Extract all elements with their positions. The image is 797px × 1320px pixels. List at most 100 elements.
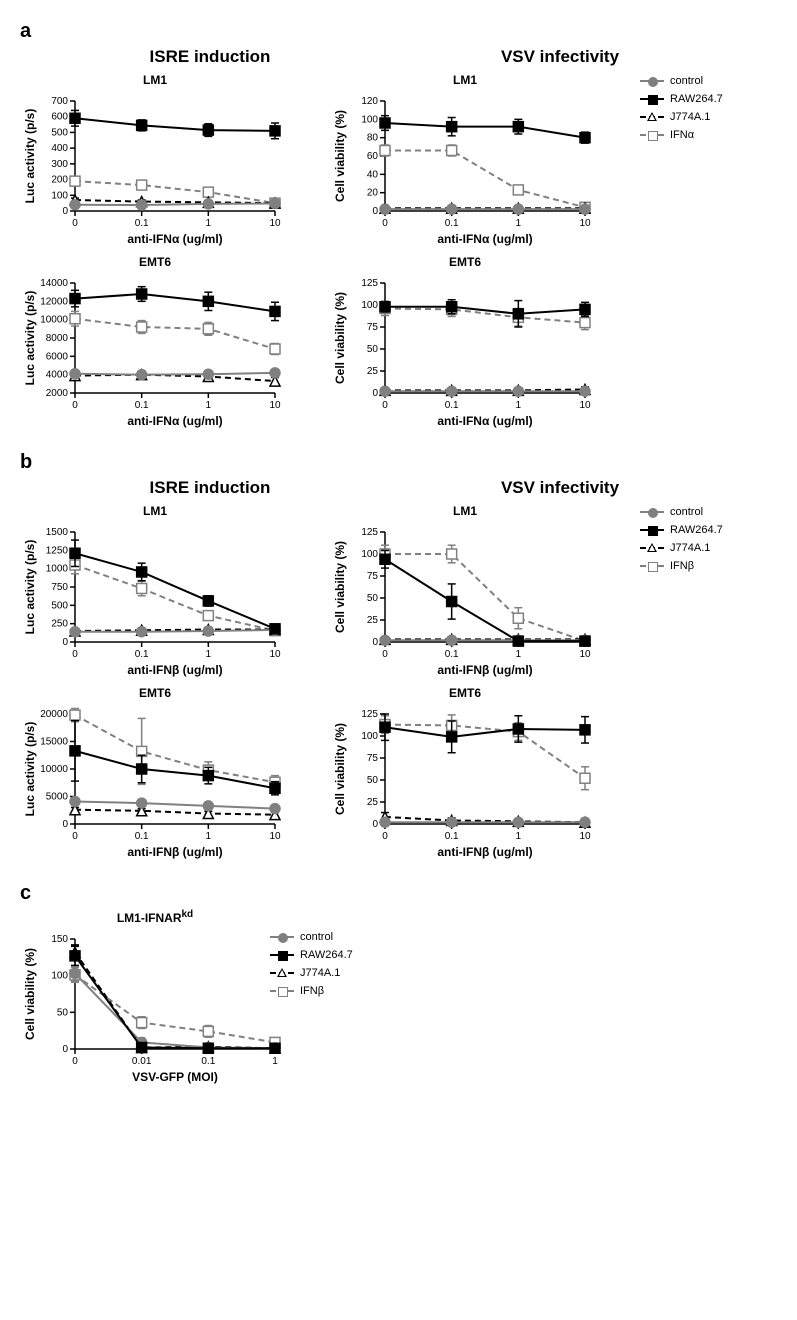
svg-text:10: 10 bbox=[269, 831, 281, 842]
svg-text:0.1: 0.1 bbox=[445, 400, 459, 411]
chart: LM102040608010012000.1110Cell viability … bbox=[330, 73, 600, 249]
svg-text:1: 1 bbox=[516, 218, 522, 229]
legend-item: J774A.1 bbox=[270, 965, 353, 981]
svg-text:75: 75 bbox=[367, 322, 379, 333]
svg-text:0: 0 bbox=[72, 649, 78, 660]
chart-subtitle: LM1-IFNARkd bbox=[20, 909, 290, 925]
legend-label: control bbox=[670, 504, 703, 520]
chart-legend: controlRAW264.7J774A.1IFNα bbox=[640, 73, 723, 145]
legend-item: J774A.1 bbox=[640, 540, 723, 556]
svg-text:125: 125 bbox=[361, 527, 378, 538]
svg-text:100: 100 bbox=[51, 971, 68, 982]
svg-text:1: 1 bbox=[206, 218, 212, 229]
svg-text:0: 0 bbox=[72, 400, 78, 411]
svg-text:75: 75 bbox=[367, 571, 379, 582]
chart: EMT6200040006000800010000120001400000.11… bbox=[20, 255, 290, 431]
svg-text:1: 1 bbox=[272, 1056, 278, 1067]
svg-text:100: 100 bbox=[361, 114, 378, 125]
svg-text:0.1: 0.1 bbox=[201, 1056, 215, 1067]
svg-text:anti-IFNα (ug/ml): anti-IFNα (ug/ml) bbox=[437, 414, 532, 428]
svg-text:VSV-GFP (MOI): VSV-GFP (MOI) bbox=[132, 1070, 218, 1084]
legend-item: control bbox=[270, 929, 353, 945]
svg-text:500: 500 bbox=[51, 600, 68, 611]
chart-subtitle: LM1 bbox=[20, 504, 290, 518]
svg-text:750: 750 bbox=[51, 582, 68, 593]
svg-text:40: 40 bbox=[367, 169, 379, 180]
svg-text:150: 150 bbox=[51, 934, 68, 945]
legend-label: control bbox=[300, 929, 333, 945]
svg-text:25: 25 bbox=[367, 615, 379, 626]
svg-text:600: 600 bbox=[51, 112, 68, 123]
chart: EMT6025507510012500.1110Cell viability (… bbox=[330, 686, 600, 862]
legend-item: control bbox=[640, 504, 723, 520]
chart-subtitle: EMT6 bbox=[20, 255, 290, 269]
svg-text:1: 1 bbox=[516, 400, 522, 411]
legend-item: RAW264.7 bbox=[640, 522, 723, 538]
chart-subtitle: EMT6 bbox=[330, 686, 600, 700]
svg-text:100: 100 bbox=[361, 731, 378, 742]
svg-text:10: 10 bbox=[269, 400, 281, 411]
legend-item: J774A.1 bbox=[640, 109, 723, 125]
chart-legend: controlRAW264.7J774A.1IFNβ bbox=[640, 504, 723, 576]
svg-text:anti-IFNβ (ug/ml): anti-IFNβ (ug/ml) bbox=[127, 845, 222, 859]
svg-text:10: 10 bbox=[269, 218, 281, 229]
column-title: VSV infectivity bbox=[425, 47, 695, 67]
svg-text:1: 1 bbox=[516, 649, 522, 660]
svg-text:Cell viability (%): Cell viability (%) bbox=[333, 110, 347, 202]
svg-text:0.01: 0.01 bbox=[132, 1056, 152, 1067]
svg-text:14000: 14000 bbox=[40, 278, 68, 289]
svg-text:0: 0 bbox=[372, 637, 378, 648]
svg-text:6000: 6000 bbox=[46, 351, 69, 362]
svg-text:0: 0 bbox=[382, 649, 388, 660]
chart: EMT6025507510012500.1110Cell viability (… bbox=[330, 255, 600, 431]
svg-text:1: 1 bbox=[206, 831, 212, 842]
svg-text:Cell viability (%): Cell viability (%) bbox=[23, 948, 37, 1040]
svg-text:125: 125 bbox=[361, 709, 378, 720]
legend-item: control bbox=[640, 73, 723, 89]
chart-subtitle: EMT6 bbox=[330, 255, 600, 269]
panel-label: a bbox=[20, 20, 777, 43]
svg-text:0.1: 0.1 bbox=[445, 218, 459, 229]
svg-text:0: 0 bbox=[62, 637, 68, 648]
svg-text:250: 250 bbox=[51, 619, 68, 630]
svg-text:75: 75 bbox=[367, 753, 379, 764]
svg-text:Luc activity (p/s): Luc activity (p/s) bbox=[23, 540, 37, 635]
chart: LM1025507510012500.1110Cell viability (%… bbox=[330, 504, 600, 680]
chart-subtitle: LM1 bbox=[330, 73, 600, 87]
legend-item: RAW264.7 bbox=[270, 947, 353, 963]
svg-text:25: 25 bbox=[367, 797, 379, 808]
svg-text:0: 0 bbox=[382, 218, 388, 229]
svg-text:anti-IFNα (ug/ml): anti-IFNα (ug/ml) bbox=[127, 232, 222, 246]
chart: EMT60500010000150002000000.1110Luc activ… bbox=[20, 686, 290, 862]
svg-text:1500: 1500 bbox=[46, 527, 69, 538]
chart-subtitle: LM1 bbox=[330, 504, 600, 518]
svg-text:0: 0 bbox=[72, 1056, 78, 1067]
legend-label: IFNβ bbox=[300, 983, 324, 999]
svg-text:50: 50 bbox=[367, 593, 379, 604]
svg-text:0.1: 0.1 bbox=[445, 649, 459, 660]
svg-text:10000: 10000 bbox=[40, 315, 68, 326]
svg-text:Cell viability (%): Cell viability (%) bbox=[333, 292, 347, 384]
svg-text:5000: 5000 bbox=[46, 792, 69, 803]
legend-label: J774A.1 bbox=[300, 965, 340, 981]
chart-legend: control RAW264.7 J774A.1 IFNβ bbox=[270, 929, 353, 1001]
svg-text:Cell viability (%): Cell viability (%) bbox=[333, 723, 347, 815]
panel-label: b bbox=[20, 451, 777, 474]
svg-text:anti-IFNβ (ug/ml): anti-IFNβ (ug/ml) bbox=[437, 663, 532, 677]
svg-text:0.1: 0.1 bbox=[135, 218, 149, 229]
svg-text:0: 0 bbox=[62, 819, 68, 830]
legend-label: control bbox=[670, 73, 703, 89]
svg-text:10: 10 bbox=[579, 649, 591, 660]
panel-label: c bbox=[20, 882, 777, 905]
svg-text:500: 500 bbox=[51, 127, 68, 138]
svg-text:20: 20 bbox=[367, 188, 379, 199]
svg-text:0: 0 bbox=[62, 1044, 68, 1055]
svg-text:1: 1 bbox=[516, 831, 522, 842]
svg-text:0.1: 0.1 bbox=[135, 400, 149, 411]
legend-label: RAW264.7 bbox=[670, 91, 723, 107]
svg-text:0: 0 bbox=[72, 218, 78, 229]
column-title: ISRE induction bbox=[75, 47, 345, 67]
svg-text:1: 1 bbox=[206, 649, 212, 660]
svg-text:12000: 12000 bbox=[40, 296, 68, 307]
legend-label: RAW264.7 bbox=[300, 947, 353, 963]
